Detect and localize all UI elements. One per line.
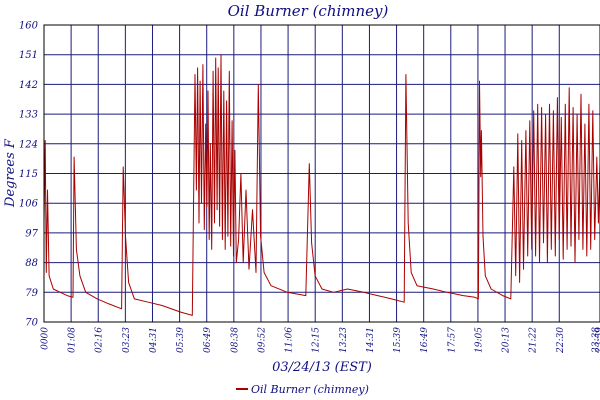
x-tick-label: 14:31 <box>366 327 376 353</box>
x-tick-label: 13:23 <box>339 327 349 353</box>
x-tick-label: 23:38 <box>592 327 600 354</box>
x-tick-label: 03:23 <box>122 327 132 353</box>
chart-title: Oil Burner (chimney) <box>228 2 389 20</box>
x-tick-label: 23:59 <box>595 327 600 354</box>
y-tick-label: 133 <box>19 110 38 121</box>
x-tick-label: 22:30 <box>556 327 566 354</box>
x-tick-label: 01:08 <box>68 327 78 353</box>
x-tick-label: 02:16 <box>95 327 105 353</box>
y-tick-label: 115 <box>19 169 38 180</box>
y-tick-label: 160 <box>19 21 39 32</box>
y-tick-label: 142 <box>19 80 38 91</box>
x-tick-label: 21:22 <box>529 327 539 354</box>
x-tick-label: 05:39 <box>176 327 186 353</box>
x-tick-label: 09:52 <box>257 327 267 353</box>
grid-lines <box>44 24 600 323</box>
y-tick-label: 88 <box>25 258 38 269</box>
x-axis-label: 03/24/13 (EST) <box>272 360 372 375</box>
y-tick-label: 79 <box>25 288 38 299</box>
series-lines <box>43 54 600 316</box>
y-tick-label: 151 <box>19 50 38 61</box>
plot-frame <box>43 24 600 323</box>
x-tick-label: 15:39 <box>393 327 403 353</box>
x-tick-label: 12:15 <box>312 327 322 353</box>
x-tick-label: 17:57 <box>447 327 457 353</box>
x-tick-label: 04:31 <box>149 327 159 353</box>
y-axis-label: Degrees F <box>3 138 18 208</box>
x-tick-label: 06:49 <box>203 327 213 353</box>
legend: Oil Burner (chimney) <box>236 383 369 396</box>
series-line-oil-burner <box>43 54 600 316</box>
y-tick-labels: 70 79 88 97 106 115 124 133 142 151 160 <box>19 21 39 329</box>
x-tick-label: 20:13 <box>502 327 512 354</box>
y-tick-label: 106 <box>19 199 39 210</box>
y-tick-label: 97 <box>25 228 38 239</box>
x-tick-labels: 0000 01:08 02:16 03:23 04:31 05:39 06:49 08:38 0… <box>41 327 600 354</box>
x-tick-label: 08:38 <box>230 327 240 353</box>
y-tick-label: 124 <box>19 139 38 150</box>
legend-label: Oil Burner (chimney) <box>251 383 369 396</box>
x-tick-label: 16:49 <box>420 327 430 353</box>
y-tick-label: 70 <box>25 318 38 329</box>
x-tick-label: 11:06 <box>285 327 295 353</box>
x-tick-label: 19:05 <box>474 327 484 353</box>
x-tick-label: 0000 <box>41 327 51 350</box>
